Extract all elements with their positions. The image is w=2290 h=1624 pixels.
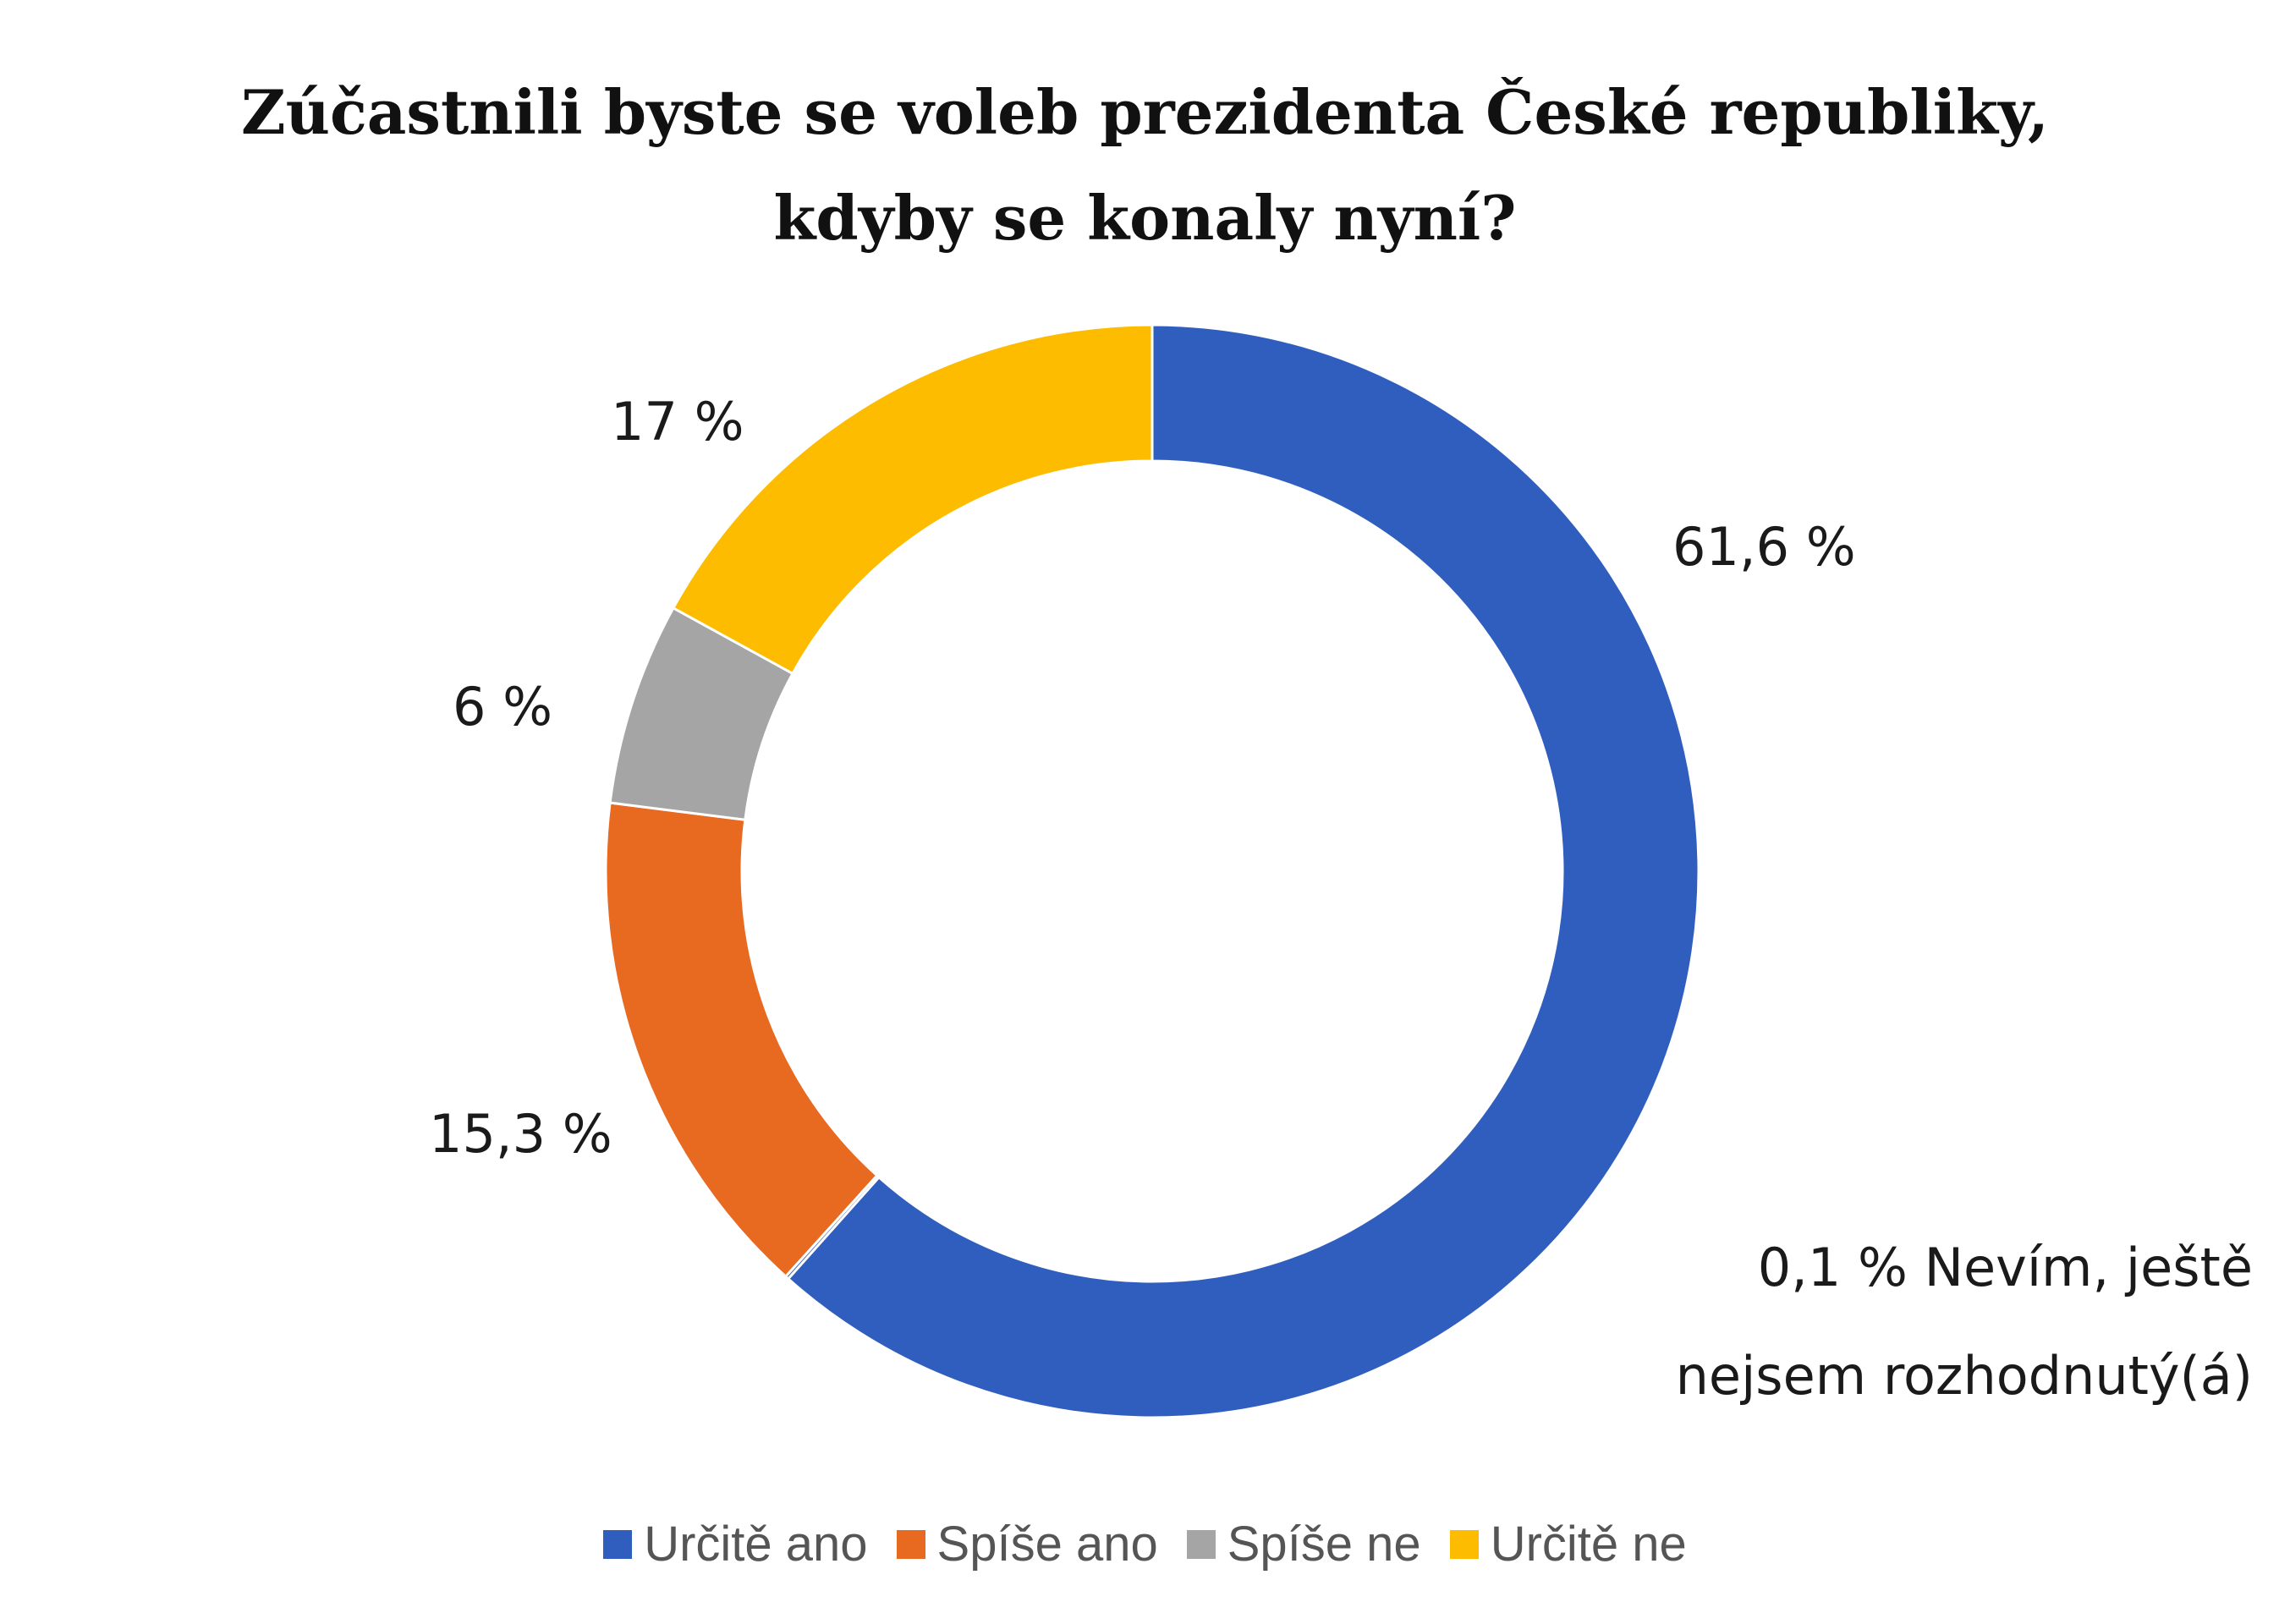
slice-labels: 61,6 % 0,1 % Nevím, ještě nejsem rozhodn… <box>429 391 2253 1407</box>
label-urcite-ano: 61,6 % <box>1672 516 1856 578</box>
donut-slices <box>604 323 1700 1419</box>
label-spise-ano: 15,3 % <box>429 1103 612 1165</box>
legend-swatch-urcite-ne <box>1449 1529 1479 1559</box>
chart-title-line-2: kdyby se konaly nyní? <box>773 182 1517 254</box>
legend-item-urcite-ano: Určitě ano <box>603 1516 868 1572</box>
legend-label-spise-ano: Spíše ano <box>936 1517 1158 1572</box>
chart-title-line-1: Zúčastnili byste se voleb prezidenta Čes… <box>241 76 2049 148</box>
legend: Určitě ano Spíše ano Spíše ne Určitě ne <box>0 1516 2290 1572</box>
legend-swatch-spise-ne <box>1186 1529 1216 1559</box>
legend-item-spise-ano: Spíše ano <box>896 1516 1158 1572</box>
donut-slice-0 <box>786 323 1700 1419</box>
legend-label-spise-ne: Spíše ne <box>1227 1517 1421 1572</box>
chart-title: Zúčastnili byste se voleb prezidenta Čes… <box>0 59 2290 271</box>
donut-slice-4 <box>671 323 1154 676</box>
donut-slice-2 <box>604 801 879 1279</box>
legend-label-urcite-ne: Určitě ne <box>1490 1517 1687 1572</box>
label-urcite-ne: 17 % <box>611 391 744 453</box>
legend-item-urcite-ne: Určitě ne <box>1449 1516 1687 1572</box>
legend-label-urcite-ano: Určitě ano <box>644 1517 868 1572</box>
legend-swatch-urcite-ano <box>603 1529 633 1559</box>
label-nevim-line-2: nejsem rozhodnutý(á) <box>1676 1345 2253 1407</box>
legend-item-spise-ne: Spíše ne <box>1186 1516 1421 1572</box>
label-nevim-line-1: 0,1 % Nevím, ještě <box>1758 1237 2253 1298</box>
label-spise-ne: 6 % <box>453 676 552 738</box>
legend-swatch-spise-ano <box>896 1529 925 1559</box>
